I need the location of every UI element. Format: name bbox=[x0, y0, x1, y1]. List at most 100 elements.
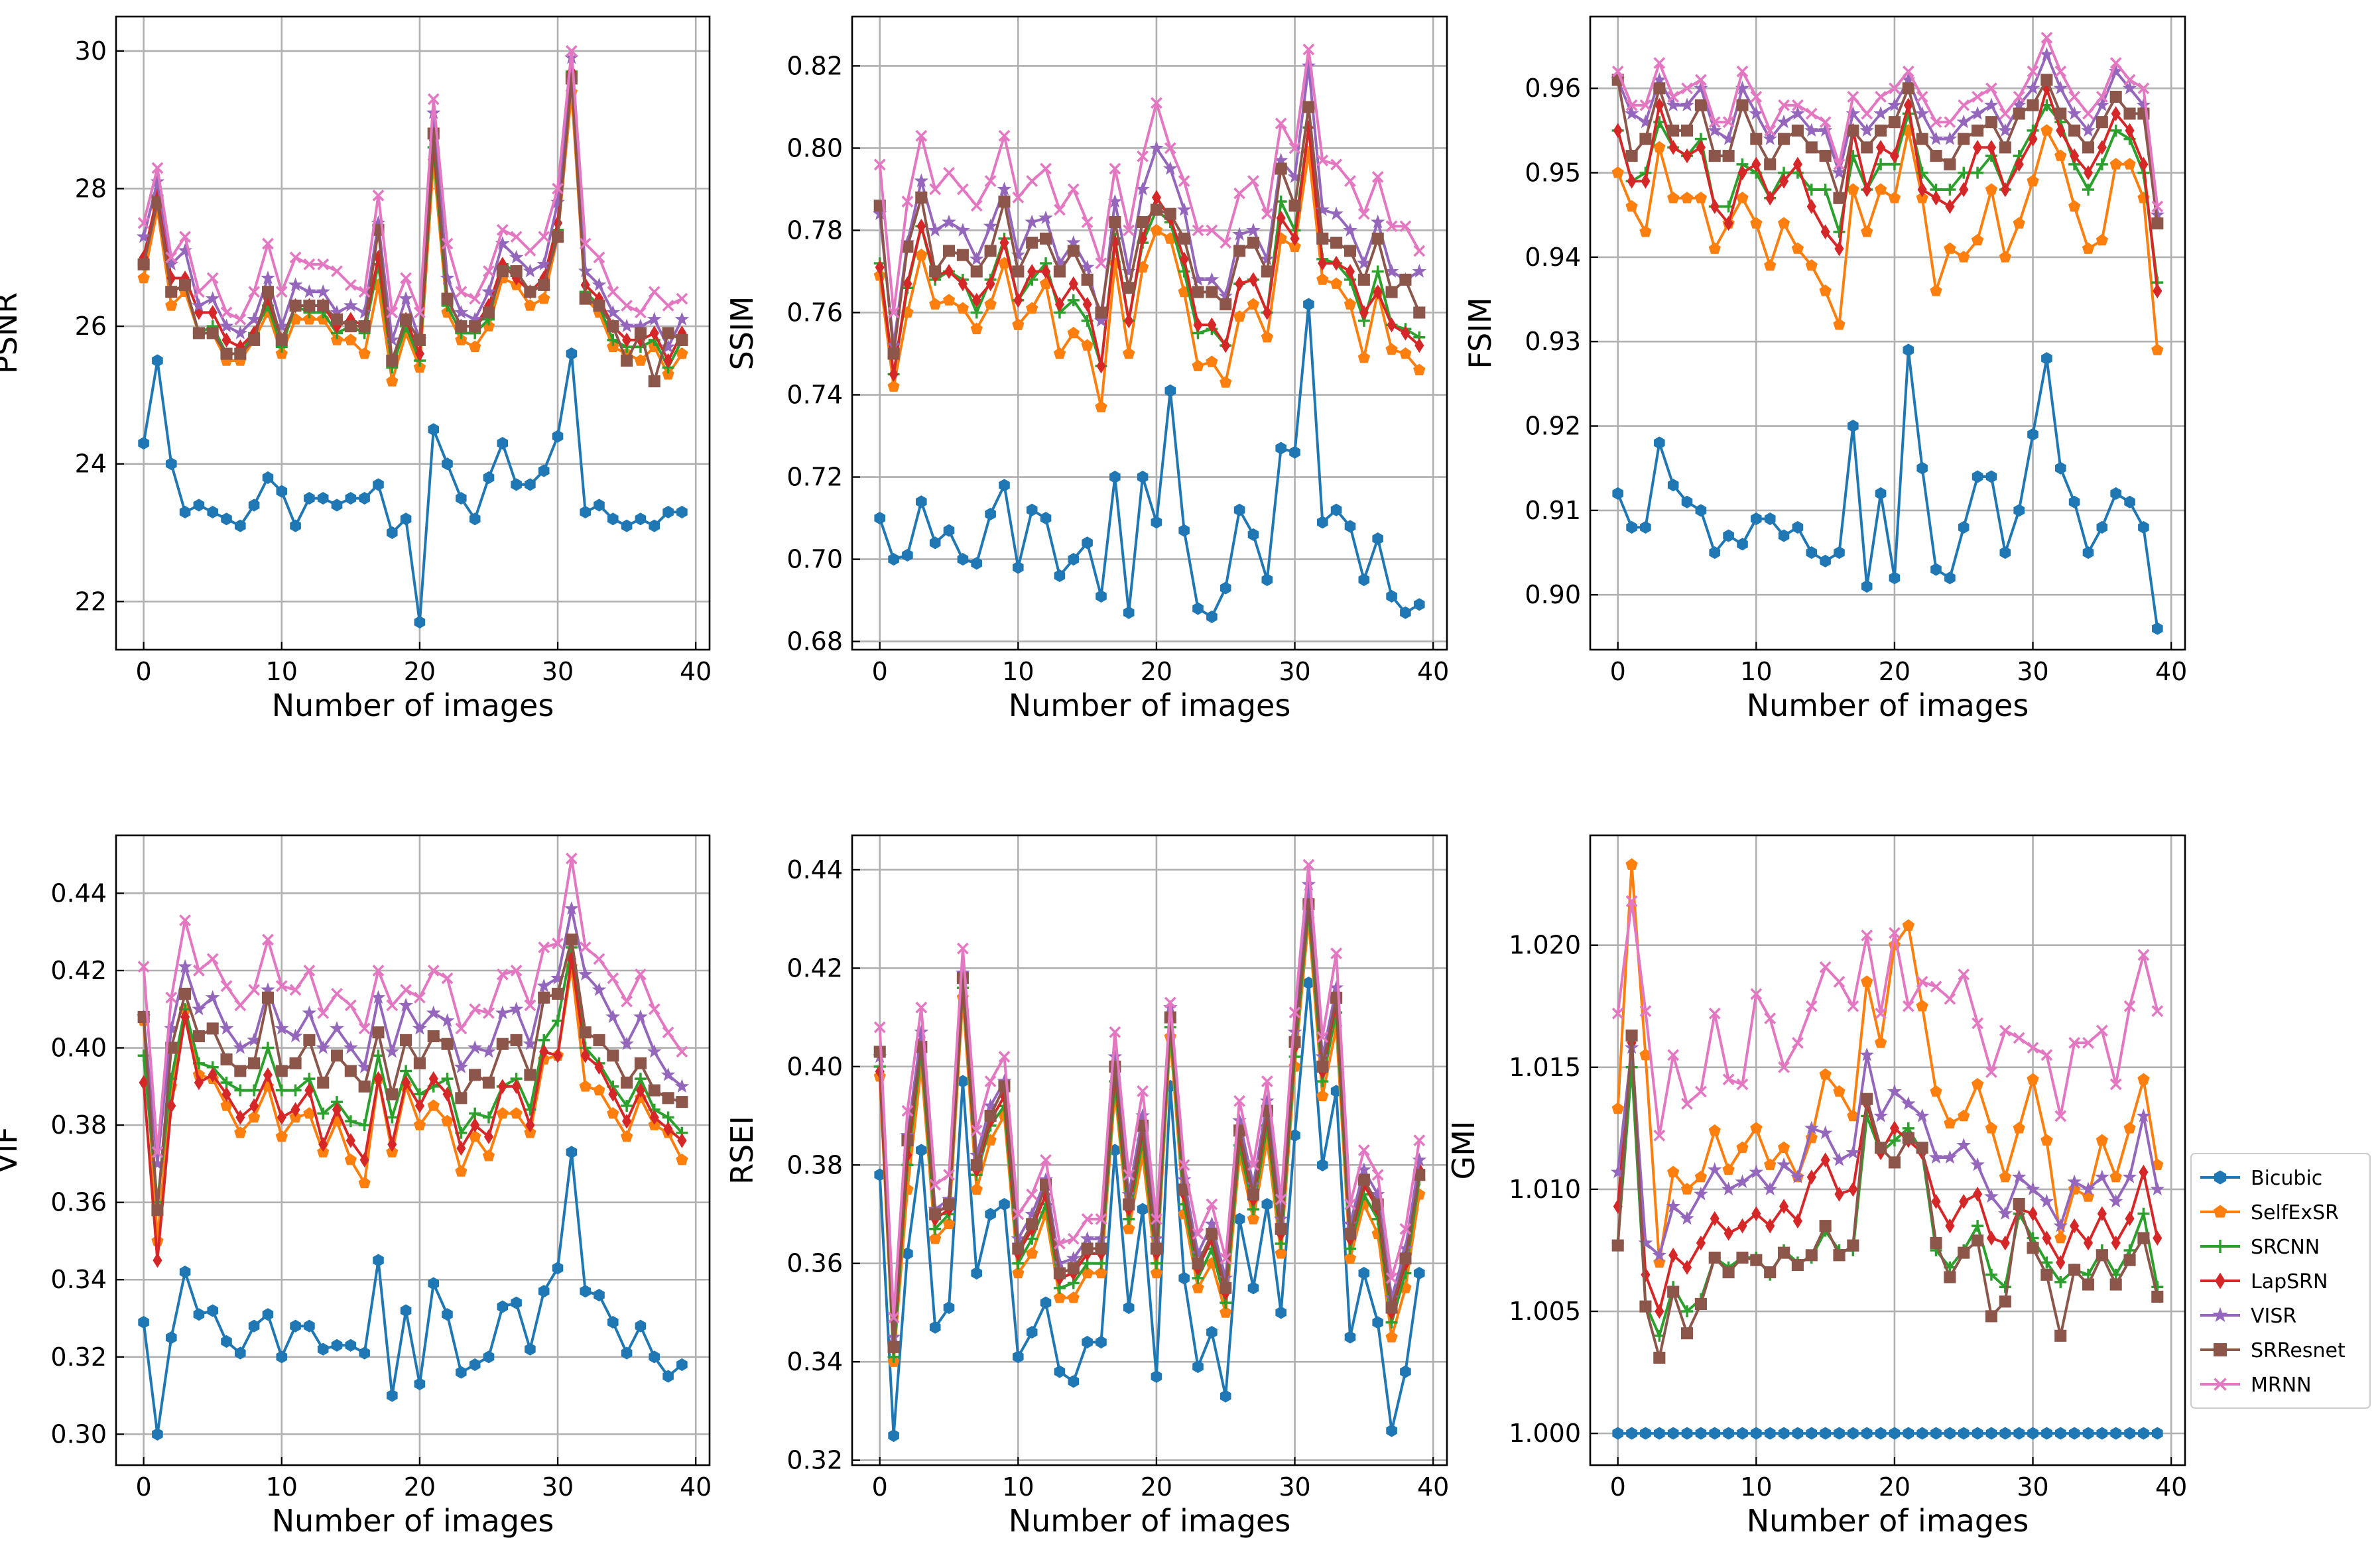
data-point bbox=[481, 1044, 496, 1058]
data-point bbox=[1654, 1427, 1665, 1440]
data-point bbox=[289, 251, 302, 264]
axes-frame bbox=[1589, 834, 2186, 1466]
x-tick-label: 40 bbox=[1417, 1472, 1449, 1502]
data-point bbox=[248, 1057, 261, 1069]
data-point bbox=[304, 1319, 315, 1333]
data-point bbox=[1123, 282, 1135, 294]
data-point bbox=[1820, 1152, 1830, 1168]
data-point bbox=[1667, 1049, 1680, 1061]
data-point bbox=[1151, 1213, 1162, 1225]
data-point bbox=[1999, 1170, 2011, 1183]
legend-marker bbox=[2214, 1343, 2227, 1356]
data-point bbox=[1667, 1285, 1680, 1298]
data-point bbox=[1247, 1159, 1259, 1171]
data-point bbox=[971, 557, 982, 570]
y-tick-label: 0.32 bbox=[786, 1446, 843, 1475]
data-point bbox=[914, 1024, 929, 1039]
data-point bbox=[318, 1136, 328, 1152]
data-point bbox=[1261, 573, 1273, 587]
data-point bbox=[2028, 1206, 2038, 1222]
x-tick-label: 20 bbox=[404, 657, 436, 686]
data-point bbox=[1095, 1213, 1107, 1225]
data-point bbox=[2151, 1290, 2164, 1303]
data-point bbox=[536, 257, 552, 270]
data-point bbox=[2137, 1073, 2150, 1085]
x-tick-label: 0 bbox=[1610, 1472, 1626, 1502]
data-point bbox=[2109, 1278, 2122, 1291]
data-point bbox=[1123, 606, 1135, 619]
data-point bbox=[536, 978, 551, 992]
data-point bbox=[387, 1136, 397, 1152]
data-point bbox=[373, 478, 384, 491]
data-point bbox=[1625, 150, 1638, 162]
data-point bbox=[2039, 1193, 2054, 1208]
data-point bbox=[2153, 1230, 2162, 1246]
data-point bbox=[234, 347, 247, 360]
data-point bbox=[400, 512, 412, 526]
data-point bbox=[469, 292, 481, 305]
data-point bbox=[943, 524, 955, 537]
series-line bbox=[142, 857, 684, 1154]
data-point bbox=[289, 299, 302, 312]
data-point bbox=[580, 1285, 591, 1298]
data-point bbox=[1413, 306, 1426, 319]
data-point bbox=[1357, 273, 1370, 286]
y-tick-label: 0.72 bbox=[786, 463, 843, 492]
data-point bbox=[1875, 124, 1887, 137]
data-point bbox=[1247, 1213, 1260, 1224]
data-point bbox=[1819, 284, 1832, 296]
data-point bbox=[1302, 43, 1315, 56]
data-point bbox=[138, 437, 149, 450]
data-point bbox=[593, 953, 605, 965]
data-point bbox=[971, 292, 981, 308]
data-point bbox=[1332, 255, 1342, 271]
series-line bbox=[1616, 87, 2159, 292]
data-point bbox=[1137, 216, 1149, 229]
data-point bbox=[1737, 538, 1748, 551]
data-point bbox=[1914, 105, 1930, 120]
data-point bbox=[330, 1049, 344, 1062]
data-point bbox=[1945, 199, 1955, 214]
data-point bbox=[192, 965, 205, 977]
data-point bbox=[304, 1083, 314, 1098]
data-point bbox=[649, 1110, 659, 1125]
data-point bbox=[1275, 1222, 1287, 1235]
series-line bbox=[1616, 129, 2159, 351]
data-point bbox=[511, 1079, 521, 1095]
data-point bbox=[496, 265, 509, 278]
data-point bbox=[1959, 1194, 1969, 1209]
data-point bbox=[1357, 351, 1370, 363]
data-point bbox=[1220, 581, 1231, 595]
series-line bbox=[1616, 1034, 2159, 1359]
data-point bbox=[2111, 1235, 2121, 1251]
data-point bbox=[1777, 133, 1790, 145]
data-point bbox=[1344, 1331, 1356, 1344]
data-point bbox=[1902, 82, 1914, 95]
data-point bbox=[1848, 1427, 1859, 1440]
data-point bbox=[1667, 192, 1680, 204]
data-point bbox=[1026, 1326, 1038, 1339]
data-point bbox=[1819, 961, 1832, 973]
data-point bbox=[1054, 1238, 1066, 1250]
data-point bbox=[345, 492, 357, 505]
data-point bbox=[649, 519, 660, 532]
data-point bbox=[1956, 1138, 1972, 1152]
data-point bbox=[497, 1079, 507, 1095]
data-point bbox=[1413, 1134, 1426, 1147]
data-point bbox=[1694, 1186, 1708, 1201]
data-point bbox=[1276, 210, 1286, 226]
data-point bbox=[221, 1087, 231, 1102]
data-point bbox=[1970, 1157, 1985, 1171]
data-point bbox=[1722, 1266, 1735, 1279]
series-visr bbox=[872, 58, 1427, 352]
data-point bbox=[1026, 1188, 1038, 1201]
data-point bbox=[619, 1036, 634, 1050]
series-line bbox=[878, 64, 1420, 347]
data-point bbox=[2096, 1427, 2108, 1440]
data-point bbox=[1179, 251, 1189, 267]
data-point bbox=[166, 1331, 177, 1344]
data-point bbox=[1972, 91, 1983, 103]
data-point bbox=[1805, 1000, 1818, 1012]
series-visr bbox=[1610, 1040, 2165, 1262]
data-point bbox=[1764, 259, 1777, 271]
